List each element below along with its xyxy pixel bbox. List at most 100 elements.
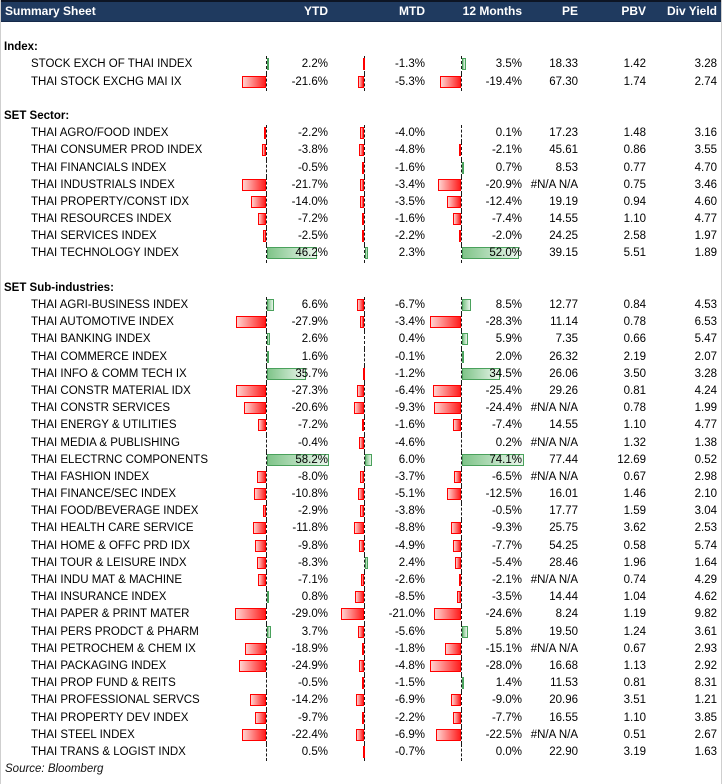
row-label: THAI FASHION INDEX [31, 470, 150, 483]
mtd-cell: -6.9% [332, 692, 427, 710]
ytd-cell: -24.9% [234, 657, 330, 676]
mtd-value: -6.9% [394, 694, 425, 707]
mtd-value: -1.6% [394, 161, 425, 174]
mtd-value: -8.5% [394, 591, 425, 604]
source-note: Source: Bloomberg [5, 763, 104, 776]
pbv-value: 0.77 [623, 161, 646, 174]
column-header-mtd: MTD [399, 4, 425, 18]
div-yield-value: 1.89 [694, 247, 717, 260]
zero-axis-line [461, 228, 462, 246]
ytd-value: -14.2% [291, 694, 328, 707]
zero-axis-line [266, 56, 267, 74]
zero-axis-line [461, 73, 462, 91]
12m-value: -0.5% [491, 505, 522, 518]
ytd-data-bar [267, 247, 318, 260]
zero-axis-line [266, 331, 267, 349]
mtd-cell: 0.4% [332, 331, 427, 349]
ytd-cell: 58.2% [234, 451, 330, 469]
12m-cell: 0.1% [429, 125, 524, 143]
12m-data-bar [452, 419, 461, 432]
mtd-value: -5.1% [394, 488, 425, 501]
pbv-value: 1.13 [623, 659, 646, 672]
12m-value: -12.4% [485, 195, 522, 208]
ytd-data-bar [261, 144, 266, 157]
pe-value: 17.23 [549, 127, 578, 140]
zero-axis-line [364, 245, 365, 263]
pe-value: 11.14 [550, 316, 578, 329]
zero-axis-line [364, 142, 365, 160]
div-yield-value: 3.61 [694, 625, 717, 638]
zero-axis-line [266, 245, 267, 263]
pe-value: 14.55 [549, 419, 578, 432]
section-header-row: SET Sector: [1, 108, 721, 125]
12m-cell: 5.8% [429, 623, 524, 641]
row-label: THAI RESOURCES INDEX [31, 213, 172, 226]
zero-axis-line [461, 743, 462, 762]
ytd-value: -0.4% [297, 436, 328, 449]
12m-value: -2.1% [491, 574, 522, 586]
zero-axis-line [461, 451, 462, 469]
mtd-cell: -5.3% [332, 73, 427, 91]
12m-cell: 0.7% [429, 159, 524, 177]
mtd-value: -1.3% [394, 58, 425, 71]
zero-axis-line [266, 726, 267, 744]
pbv-value: 1.24 [623, 625, 646, 638]
12m-value: -28.3% [485, 316, 522, 329]
mtd-data-bar [359, 127, 364, 140]
row-label: THAI ELECTRNC COMPONENTS [31, 453, 208, 466]
pbv-value: 2.19 [623, 350, 646, 363]
pe-value: 26.06 [549, 367, 578, 380]
ytd-value: -21.6% [291, 75, 328, 88]
pe-value: 7.35 [555, 333, 578, 346]
div-yield-value: 2.53 [694, 522, 717, 535]
12m-cell: -24.4% [429, 400, 524, 418]
mtd-data-bar [356, 694, 364, 707]
12m-data-bar [458, 144, 461, 157]
div-yield-value: 2.10 [694, 488, 717, 501]
ytd-data-bar [254, 488, 266, 501]
table-row: THAI PROPERTY/CONST IDX -14.0% -3.5% -12.4%… [1, 193, 721, 212]
12m-data-bar [434, 608, 461, 621]
table-row: THAI TRANS & LOGIST INDX 0.5% -0.7% 0.0% 22.… [1, 743, 721, 762]
mtd-data-bar [358, 144, 364, 157]
pbv-value: 2.58 [623, 230, 646, 243]
pe-value: 14.55 [549, 213, 578, 226]
mtd-value: -9.3% [394, 402, 425, 415]
zero-axis-line [461, 692, 462, 710]
12m-cell: -9.3% [429, 520, 524, 538]
table-row: THAI FINANCIALS INDEX -0.5% -1.6% 0.7% 8.53 0… [1, 159, 721, 177]
zero-axis-line [461, 726, 462, 744]
12m-value: -9.0% [491, 694, 522, 707]
row-label: THAI HEALTH CARE SERVICE [31, 522, 194, 535]
ytd-cell: -18.9% [234, 640, 330, 658]
12m-cell: -5.4% [429, 554, 524, 573]
row-label: THAI CONSUMER PROD INDEX [31, 144, 203, 157]
row-label: THAI TOUR & LEISURE INDX [31, 556, 187, 569]
pbv-value: 1.32 [623, 436, 646, 449]
mtd-data-bar [341, 608, 364, 621]
sheet-title: Summary Sheet [5, 4, 96, 18]
table-row: THAI INDUSTRIALS INDEX -21.7% -3.4% -20.9% #… [1, 176, 721, 194]
pbv-value: 0.67 [623, 470, 646, 483]
pe-value: 19.50 [549, 625, 578, 638]
ytd-value: -0.5% [297, 677, 328, 690]
ytd-value: 1.6% [301, 350, 328, 363]
row-label: THAI PROPERTY DEV INDEX [31, 711, 189, 724]
12m-value: 0.1% [495, 127, 522, 140]
mtd-cell: -9.3% [332, 400, 427, 418]
12m-value: 52.0% [489, 247, 522, 260]
mtd-value: -5.3% [394, 75, 425, 88]
12m-value: -7.4% [491, 419, 522, 432]
12m-data-bar [452, 213, 461, 226]
ytd-cell: -9.7% [234, 709, 330, 727]
12m-cell: 2.0% [429, 348, 524, 366]
12m-data-bar [458, 230, 461, 243]
ytd-data-bar [255, 711, 266, 724]
div-yield-value: 2.67 [694, 728, 717, 741]
12m-cell: -24.6% [429, 606, 524, 624]
pbv-value: 0.81 [623, 384, 646, 397]
pbv-value: 5.51 [623, 247, 646, 260]
pbv-value: 1.04 [623, 591, 646, 604]
12m-cell: -3.5% [429, 589, 524, 607]
12m-value: -3.5% [491, 591, 522, 604]
